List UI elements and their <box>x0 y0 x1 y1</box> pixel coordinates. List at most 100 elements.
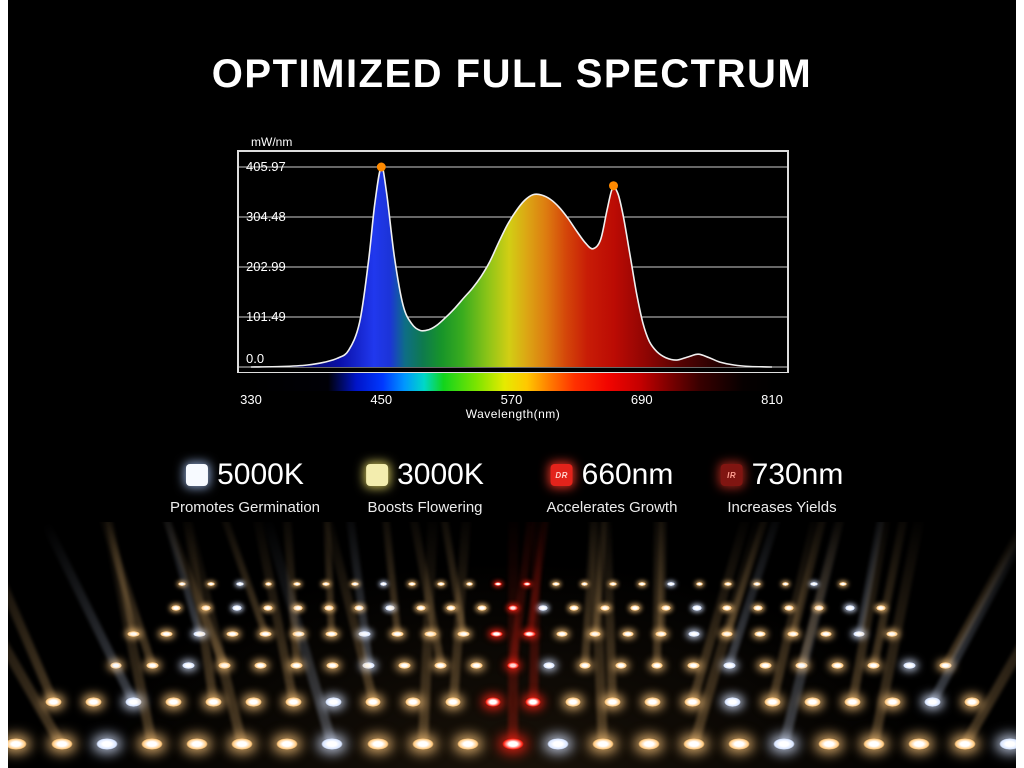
led-dot <box>193 630 206 638</box>
led-dot <box>720 630 734 638</box>
swatch-730nm-icon: IR <box>720 464 743 486</box>
y-tick-label: 202.99 <box>246 259 286 274</box>
led-dot <box>411 737 434 751</box>
y-tick-label: 405.97 <box>246 159 286 174</box>
led-dot <box>637 737 660 751</box>
led-dot <box>523 630 536 638</box>
led-dot <box>786 630 800 638</box>
led-dot <box>506 661 520 669</box>
led-dot <box>724 697 741 707</box>
led-dot <box>145 661 159 669</box>
led-dot <box>908 737 931 751</box>
x-tick-label: 330 <box>240 392 262 407</box>
led-dot <box>507 605 518 611</box>
led-dot <box>819 630 833 638</box>
led-dot <box>844 697 861 707</box>
led-dot <box>604 697 622 707</box>
led-dot <box>953 737 976 751</box>
led-dot <box>465 581 474 587</box>
led-dot <box>644 697 662 707</box>
led-dot <box>95 737 118 751</box>
led-dot <box>235 581 244 587</box>
led-dot <box>362 661 375 669</box>
led-dot <box>592 737 615 751</box>
led-dot <box>254 661 267 669</box>
led-dot <box>682 737 705 751</box>
led-dot <box>684 697 701 707</box>
grow-light-photo <box>0 522 1024 768</box>
peak-marker <box>376 162 386 172</box>
legend-item-3000k: 3000K Boosts Flowering <box>366 458 484 516</box>
led-dot <box>621 630 635 638</box>
legend-item-5000k: 5000K Promotes Germination <box>170 458 320 516</box>
led-dot <box>814 605 825 611</box>
led-dot <box>599 605 610 611</box>
led-dot <box>140 737 163 751</box>
led-dot <box>231 605 242 611</box>
led-dot <box>364 697 382 707</box>
led-dot <box>470 661 484 669</box>
led-dot <box>867 661 880 669</box>
led-dot <box>885 630 899 638</box>
led-dot <box>724 581 733 587</box>
led-dot <box>580 581 589 587</box>
led-dot <box>326 661 339 669</box>
light-haze <box>0 522 1024 768</box>
led-dot <box>50 737 73 751</box>
led-dot <box>650 661 664 669</box>
led-dot <box>939 661 953 669</box>
led-dot <box>686 661 700 669</box>
led-dot <box>752 581 761 587</box>
led-dot <box>484 697 502 707</box>
led-dot <box>385 605 396 611</box>
led-dot <box>444 697 462 707</box>
led-dot <box>609 581 618 587</box>
led-dot <box>722 605 733 611</box>
swatch-text: IR <box>727 470 737 480</box>
led-dot <box>691 605 702 611</box>
legend-label-3000k: 3000K <box>397 458 484 491</box>
led-dot <box>477 605 488 611</box>
legend-label-660nm: 660nm <box>581 458 674 491</box>
led-dot <box>810 581 819 587</box>
legend-item-730nm: IR 730nm Increases Yields <box>720 458 843 516</box>
led-dot <box>578 661 592 669</box>
led-dot <box>436 581 445 587</box>
page-edge-left <box>0 0 8 768</box>
led-dot <box>379 581 388 587</box>
spectrum-plot <box>239 162 787 368</box>
led-dot <box>804 697 821 707</box>
led-dot <box>408 581 417 587</box>
led-dot <box>293 605 304 611</box>
led-dot <box>178 581 187 587</box>
led-dot <box>722 661 736 669</box>
light-beam <box>653 522 663 666</box>
led-dot <box>839 581 847 587</box>
wavelength-colorbar <box>237 373 789 391</box>
led-dot <box>783 605 794 611</box>
legend-label-5000k: 5000K <box>217 458 304 491</box>
led-dot <box>259 630 272 638</box>
led-dot <box>109 661 123 669</box>
led-dot <box>687 630 701 638</box>
led-dot <box>262 605 273 611</box>
x-tick-label: 450 <box>370 392 393 407</box>
led-dot <box>884 697 901 707</box>
led-dot <box>551 581 560 587</box>
led-dot <box>727 737 750 751</box>
led-dot <box>818 737 841 751</box>
legend-item-660nm: DR 660nm Accelerates Growth <box>547 458 678 516</box>
led-dot <box>321 737 344 751</box>
led-dot <box>502 737 525 751</box>
led-dot <box>661 605 671 611</box>
led-dot <box>207 581 215 587</box>
led-dot <box>494 581 503 587</box>
led-dot <box>160 630 173 638</box>
led-dot <box>875 605 886 611</box>
x-tick-label: 690 <box>630 392 653 407</box>
led-dot <box>781 581 790 587</box>
led-dot <box>695 581 704 587</box>
led-dot <box>170 605 181 611</box>
spectrum-chart: mW/nm 405.97 304.48 202.99 101.49 0.0 <box>237 135 789 374</box>
led-dot <box>201 605 212 611</box>
